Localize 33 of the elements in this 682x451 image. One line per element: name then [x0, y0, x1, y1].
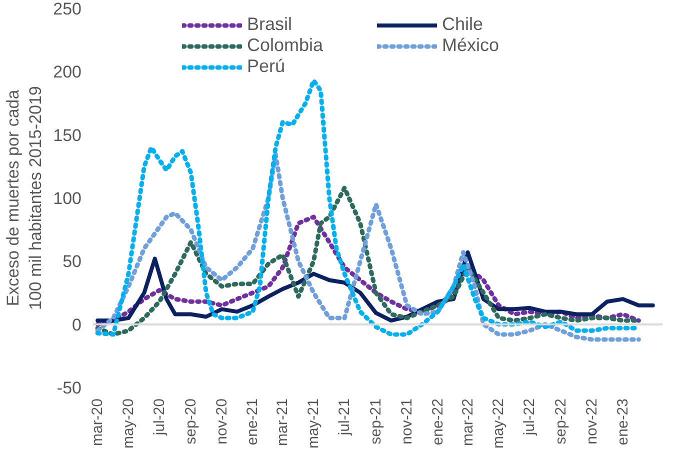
x-tick-label: ene-23 [614, 398, 632, 446]
legend-label: Brasil [247, 14, 294, 35]
y-axis-title: Exceso de muertes por cada 100 mil habitantes 2015-2019 [3, 86, 46, 310]
x-tick-label: jul-20 [150, 398, 168, 436]
x-tick-label: mar-20 [89, 398, 106, 446]
x-tick-label: sep-20 [182, 398, 200, 444]
legend-label: México [442, 35, 500, 56]
y-tick-label: 200 [53, 62, 82, 82]
x-tick-label: nov-20 [213, 398, 230, 444]
x-tick-label: ene-22 [429, 398, 446, 446]
x-tick-label: nov-22 [584, 398, 601, 444]
y-tick-label: 250 [53, 0, 82, 18]
x-tick-label: may-20 [120, 398, 138, 449]
x-tick-label: may-22 [490, 398, 508, 449]
legend-label: Chile [442, 14, 484, 35]
x-tick-label: sep-21 [367, 398, 384, 444]
line-series [95, 214, 641, 327]
x-tick-label: may-21 [305, 398, 322, 449]
x-tick-label: mar-22 [459, 398, 476, 446]
y-tick-label: -50 [56, 378, 82, 398]
x-tick-label: sep-22 [552, 398, 570, 444]
line-series [95, 152, 641, 342]
y-tick-label: 50 [62, 252, 82, 272]
legend-label: Perú [247, 56, 286, 77]
legend-label: Colombia [247, 35, 324, 56]
y-tick-label: 150 [53, 126, 82, 145]
x-tick-label: ene-21 [244, 398, 262, 446]
y-tick-label: 100 [53, 189, 82, 208]
x-tick-label: nov-21 [398, 398, 416, 444]
y-tick-label: 0 [72, 315, 82, 334]
x-tick-label: mar-21 [274, 398, 292, 446]
x-tick-label: jul-21 [336, 398, 354, 436]
x-tick-label: jul-22 [521, 398, 538, 436]
